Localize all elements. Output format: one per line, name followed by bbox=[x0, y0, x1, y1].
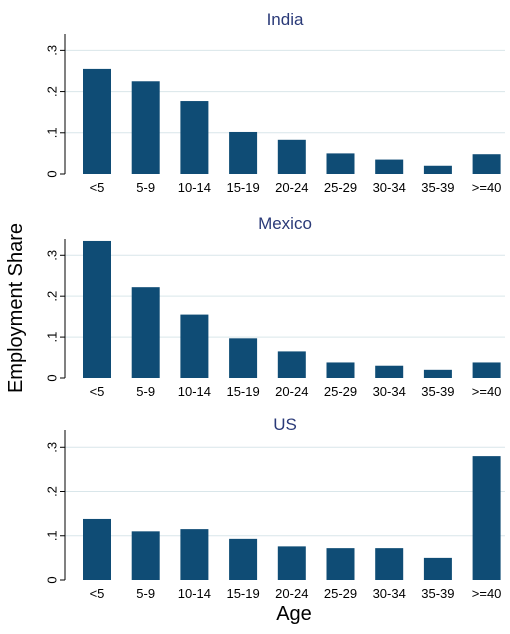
x-tick-label: <5 bbox=[90, 180, 105, 195]
x-tick-label: 25-29 bbox=[324, 586, 357, 601]
x-tick-label: 30-34 bbox=[373, 384, 406, 399]
bar bbox=[229, 338, 258, 378]
y-tick-label: 0 bbox=[44, 576, 59, 583]
x-tick-label: 30-34 bbox=[373, 180, 406, 195]
x-tick-label: 20-24 bbox=[275, 180, 308, 195]
chart-panel: 0 .1 .2 .3 <5 5-9 10-14 15-19 20-24 25-29 30-34 35-… bbox=[44, 10, 505, 195]
x-tick-label: 10-14 bbox=[178, 586, 211, 601]
bar bbox=[326, 362, 355, 378]
bar bbox=[180, 101, 209, 174]
x-tick-label: 5-9 bbox=[136, 180, 155, 195]
x-tick-label: 35-39 bbox=[421, 586, 454, 601]
bar bbox=[326, 153, 355, 174]
bar bbox=[83, 518, 111, 580]
x-tick-label: 25-29 bbox=[324, 180, 357, 195]
y-axis-title: Employment Share bbox=[5, 223, 27, 393]
x-axis-title: Age bbox=[276, 603, 312, 625]
y-tick-label: 0 bbox=[44, 170, 59, 177]
x-tick-label: 30-34 bbox=[373, 586, 406, 601]
bar bbox=[180, 529, 209, 580]
x-tick-label: 5-9 bbox=[136, 586, 155, 601]
bar bbox=[131, 81, 160, 174]
y-tick-label: .3 bbox=[44, 442, 59, 453]
bar bbox=[375, 548, 404, 580]
x-tick-label: >=40 bbox=[472, 180, 502, 195]
x-tick-label: 15-19 bbox=[226, 586, 259, 601]
y-tick-label: .3 bbox=[44, 250, 59, 261]
x-tick-label: 25-29 bbox=[324, 384, 357, 399]
bar bbox=[472, 456, 501, 580]
y-tick-label: .2 bbox=[44, 486, 59, 497]
bar bbox=[180, 314, 209, 378]
bar bbox=[326, 548, 355, 580]
y-tick-label: .1 bbox=[44, 332, 59, 343]
y-tick-label: 0 bbox=[44, 374, 59, 381]
x-tick-label: 20-24 bbox=[275, 586, 308, 601]
bar bbox=[131, 287, 160, 378]
bar bbox=[375, 365, 404, 378]
y-tick-label: .3 bbox=[44, 45, 59, 56]
y-tick-label: .1 bbox=[44, 530, 59, 541]
x-tick-label: 20-24 bbox=[275, 384, 308, 399]
panel-title: India bbox=[267, 10, 304, 29]
bar bbox=[423, 165, 452, 174]
bar bbox=[375, 159, 404, 174]
x-tick-label: >=40 bbox=[472, 384, 502, 399]
x-tick-label: 35-39 bbox=[421, 180, 454, 195]
x-tick-label: <5 bbox=[90, 586, 105, 601]
bar bbox=[229, 131, 258, 174]
x-tick-label: 15-19 bbox=[226, 180, 259, 195]
panel-title: Mexico bbox=[258, 214, 312, 233]
bar bbox=[423, 557, 452, 580]
chart-panel: 0 .1 .2 .3 <5 5-9 10-14 15-19 20-24 25-29 30-34 35-… bbox=[44, 214, 505, 399]
chart-panel: 0 .1 .2 .3 <5 5-9 10-14 15-19 20-24 25-29 30-34 35-… bbox=[44, 415, 505, 601]
bar bbox=[277, 546, 306, 580]
x-tick-label: 35-39 bbox=[421, 384, 454, 399]
x-tick-label: 15-19 bbox=[226, 384, 259, 399]
y-tick-label: .1 bbox=[44, 127, 59, 138]
x-tick-label: <5 bbox=[90, 384, 105, 399]
bar bbox=[472, 362, 501, 378]
bar bbox=[472, 154, 501, 174]
x-tick-label: 10-14 bbox=[178, 180, 211, 195]
x-tick-label: 10-14 bbox=[178, 384, 211, 399]
panel-title: US bbox=[273, 415, 297, 434]
bar bbox=[277, 139, 306, 174]
bar bbox=[83, 240, 111, 378]
bar bbox=[423, 369, 452, 378]
bar bbox=[277, 351, 306, 378]
y-tick-label: .2 bbox=[44, 86, 59, 97]
bar bbox=[229, 538, 258, 580]
bar bbox=[131, 531, 160, 580]
y-tick-label: .2 bbox=[44, 291, 59, 302]
x-tick-label: 5-9 bbox=[136, 384, 155, 399]
x-tick-label: >=40 bbox=[472, 586, 502, 601]
bar bbox=[83, 68, 111, 174]
